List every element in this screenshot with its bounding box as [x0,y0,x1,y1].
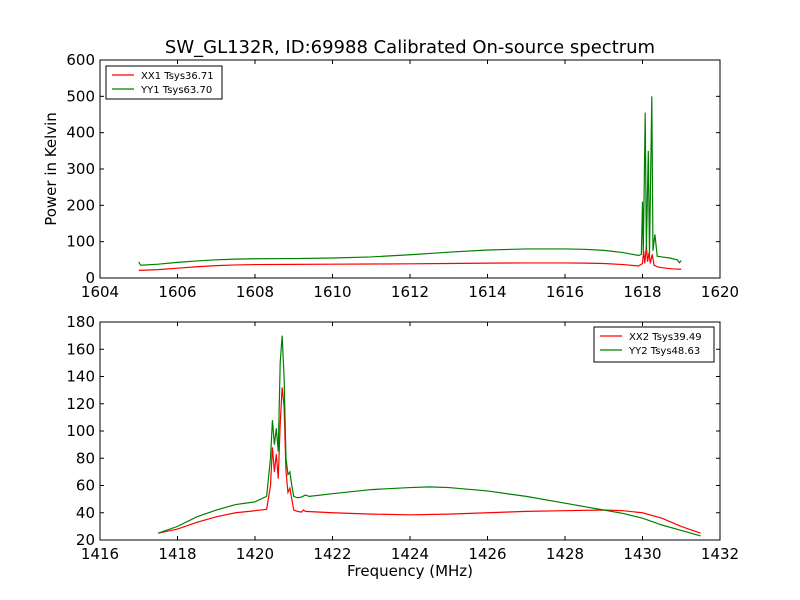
series-line-2 [157,335,701,537]
y-tick-label: 40 [76,504,95,522]
y-tick-label: 0 [85,269,95,287]
x-tick-label: 1618 [623,283,661,301]
x-tick-label: 1614 [468,283,506,301]
x-tick-label: 1620 [701,283,739,301]
x-tick-label: 1608 [236,283,274,301]
legend-label-2: YY2 Tsys48.63 [628,346,700,357]
top-panel: 1604 1606 1608 1610 1612 1614 1616 1618 1620 0 100… [42,51,739,301]
x-tick-label: 1422 [313,545,351,563]
legend-box [105,65,223,100]
x-tick-label: 1430 [623,545,661,563]
series-line-1 [138,245,682,271]
y-tick-label: 400 [66,124,95,142]
y-tick-label: 100 [66,233,95,251]
legend-box [593,326,715,363]
y-tick-label: 600 [66,51,95,69]
x-tick-label: 1416 [81,545,119,563]
y-tick-label: 200 [66,196,95,214]
x-tick-label: 1424 [391,545,429,563]
x-tick-label: 1612 [391,283,429,301]
y-tick-label: 500 [66,87,95,105]
x-tick-label: 1426 [468,545,506,563]
series-line-1 [158,387,701,534]
y-tick-label: 60 [76,477,95,495]
x-tick-label: 1420 [236,545,274,563]
x-tick-label: 1432 [701,545,739,563]
bottom-panel: 1416 1418 1420 1422 1424 1426 1428 1430 1432 20 40… [66,313,739,580]
chart-title: SW_GL132R, ID:69988 Calibrated On-source… [165,37,655,58]
y-tick-label: 180 [66,313,95,331]
series-line-2 [138,96,682,266]
legend-label-2: YY1 Tsys63.70 [140,85,212,96]
y-axis-label: Power in Kelvin [42,112,60,226]
legend: XX2 Tsys39.49 YY2 Tsys48.63 [593,326,715,363]
x-axis-label: Frequency (MHz) [347,562,473,580]
legend-label-1: XX1 Tsys36.71 [141,71,214,82]
y-tick-label: 80 [76,449,95,467]
y-tick-label: 120 [66,395,95,413]
y-tick-label: 300 [66,160,95,178]
y-tick-label: 100 [66,422,95,440]
x-tick-label: 1606 [158,283,196,301]
x-tick-label: 1418 [158,545,196,563]
y-tick-label: 20 [76,531,95,549]
y-tick-label: 140 [66,368,95,386]
x-tick-label: 1610 [313,283,351,301]
legend: XX1 Tsys36.71 YY1 Tsys63.70 [105,65,223,100]
legend-label-1: XX2 Tsys39.49 [629,332,702,343]
x-tick-label: 1604 [81,283,119,301]
y-tick-label: 160 [66,340,95,358]
x-tick-label: 1616 [546,283,584,301]
x-tick-label: 1428 [546,545,584,563]
